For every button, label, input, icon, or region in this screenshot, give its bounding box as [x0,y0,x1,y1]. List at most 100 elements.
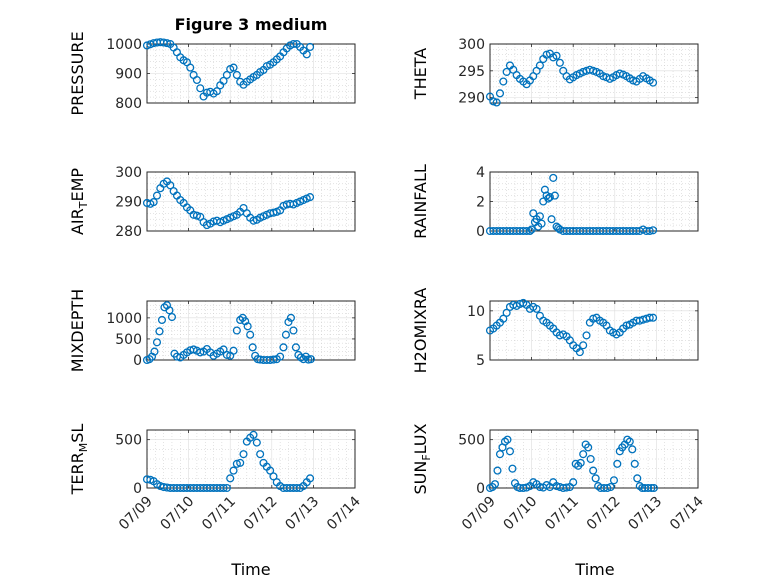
data-point [222,70,231,80]
ylabel-part: M [77,443,90,453]
data-point [579,450,588,459]
ylabel-theta: THETA [411,48,430,100]
ylabel-h2omixra: H2OMIXRA [411,288,430,374]
data-point [527,225,536,234]
data-point [649,483,658,493]
data-point [167,312,177,322]
data-point [249,216,258,225]
data-point [649,226,658,235]
data-point [489,97,498,106]
ytick-label: 280 [115,224,142,240]
xtick-label: 07/09 [116,494,156,534]
data-point [495,89,505,98]
data-point [248,343,257,352]
data-point [266,466,275,475]
data-point [236,458,245,467]
ytick-label: 290 [458,91,485,107]
ytick-label: 1000 [106,37,142,53]
data-point [550,191,559,200]
data-point [162,39,172,48]
ytick-label: 500 [458,433,485,449]
data-point [606,482,615,492]
data-point [499,314,508,323]
ylabel-part: AIR [68,208,87,235]
data-point [529,209,538,218]
data-point [219,483,228,493]
data-point [579,341,588,350]
data-point [495,450,505,459]
data-point [249,430,258,439]
data-point [562,483,571,492]
data-point [535,212,544,221]
data-point [289,326,298,335]
axes-frame-terr_msl [146,429,356,489]
data-point [589,466,598,475]
data-point [545,193,554,202]
ylabel-part: F [420,454,433,460]
figure-title: Figure 3 medium [175,15,328,34]
data-point [186,63,195,72]
data-point [645,313,654,322]
data-point [633,474,642,483]
ylabel-air_temp: AIRTEMP [68,168,90,235]
ytick-label: 4 [476,165,485,181]
data-point [649,313,658,322]
axes-frame-sun_flux [489,429,699,489]
data-point [269,355,278,364]
data-point [219,76,228,85]
ylabel-part: PRESSURE [68,31,87,115]
data-point [281,330,290,339]
ytick-label: 5 [476,353,485,369]
ylabel-rainfall: RAINFALL [411,164,430,239]
axes-frame-theta [489,43,699,104]
data-point [644,483,653,493]
data-point [493,466,502,475]
data-point [582,331,591,340]
data-point [490,480,500,489]
xtick-label: 07/10 [158,494,198,534]
data-point [279,343,288,352]
data-point [229,346,238,355]
ylabel-pressure: PRESSURE [68,31,87,115]
data-point [232,459,241,468]
ytick-label: 0 [476,481,485,497]
ylabel-part: THETA [411,48,430,100]
panel-sun_flux: 0 500 07/09 07/10 07/11 07/12 07/13 07/14 SUNFLU… [411,423,707,533]
ytick-label: 300 [115,165,142,181]
panel-theta: 290 295 300 THETA [411,37,699,107]
data-point [552,51,561,60]
ytick-label: 295 [458,64,485,80]
data-point [152,191,162,200]
data-point [212,87,221,96]
panel-rainfall: 0 2 4 RAINFALL [411,164,699,240]
ylabel-sun_flux: SUNFLUX [411,423,433,494]
data-point [555,58,564,67]
data-point [222,350,231,359]
data-point [284,318,293,327]
ylabel-part: SUN [411,461,430,495]
ytick-label: 2 [476,195,485,211]
xtick-label: 07/14 [324,493,364,533]
data-point [196,348,205,357]
ylabel-terr_msl: TERRMSL [68,424,90,496]
data-point [586,454,595,464]
panel-air_temp: 280 290 300 AIRTEMP [68,165,356,240]
data-point [537,219,546,228]
data-point [157,315,167,325]
ylabel-part: RAINFALL [411,164,430,239]
xtick-label: 07/13 [282,494,322,534]
data-point [232,326,241,335]
data-point [645,226,654,236]
data-point [613,459,622,468]
data-point [226,474,235,483]
xtick-label: 07/13 [625,494,665,534]
data-point [625,437,634,446]
data-point [622,321,631,330]
data-point [603,483,612,493]
data-point [299,355,308,364]
data-point [649,78,658,87]
data-point [547,215,556,224]
data-point [544,194,553,203]
data-point [276,352,285,361]
